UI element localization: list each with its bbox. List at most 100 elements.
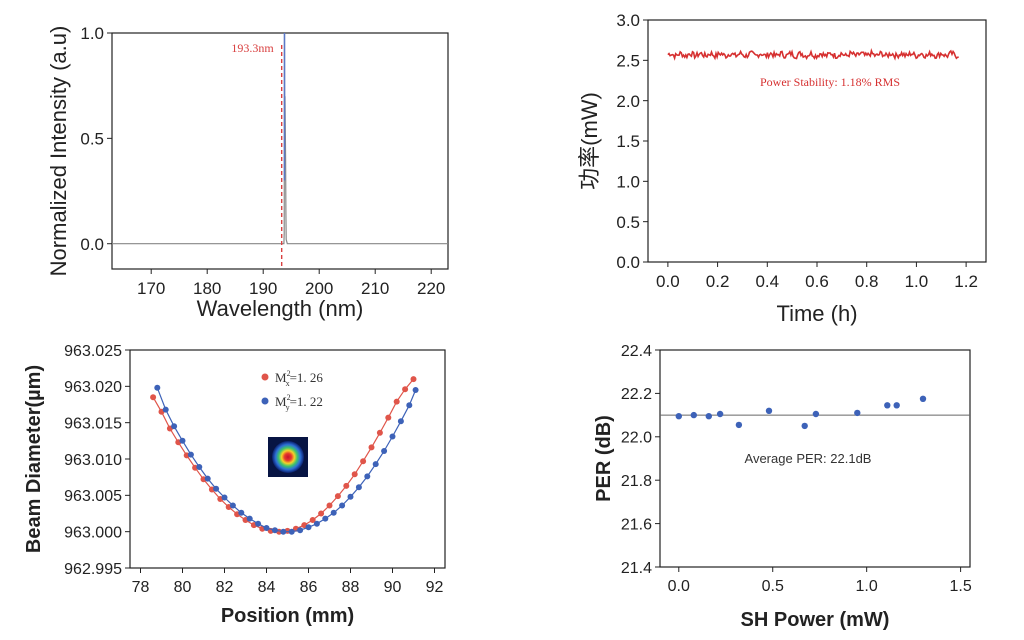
x-tick-label: 88: [342, 579, 360, 596]
plot-frame: [111, 32, 449, 270]
y-axis-label: 功率(mW): [577, 92, 602, 190]
per-data-point: [716, 410, 724, 418]
y-tick-label: 963.020: [64, 379, 122, 396]
beam-data-point: [213, 485, 220, 492]
x-tick-label: 200: [305, 279, 333, 298]
spectrum-chart: 170 180 190 200 210 220 0.0 0.5 1.0 Wavelength (n…: [46, 24, 449, 321]
beam-data-point: [238, 509, 245, 516]
beam-data-point: [229, 502, 236, 509]
x-tick-label: 0.2: [706, 272, 730, 291]
x-tick-label: 0.6: [805, 272, 829, 291]
beam-data-point: [339, 502, 346, 509]
y-tick-label: 0.0: [80, 235, 104, 254]
beam-data-point: [246, 515, 253, 522]
x-tick-label: 1.0: [856, 578, 878, 595]
beam-data-point: [402, 386, 409, 393]
power-trace: [667, 48, 959, 61]
per-data-point: [675, 413, 682, 420]
x-tick-label: 0.0: [656, 272, 680, 291]
beam-data-point: [322, 515, 329, 522]
y-tick-label: 22.4: [621, 343, 652, 360]
beam-data-point: [162, 406, 169, 413]
per-chart: 0.0 0.5 1.0 1.5 21.4 21.6 21.8 22.0 22.2 22.4 SH P…: [593, 343, 972, 631]
beam-data-point: [255, 520, 262, 527]
beam-data-point: [347, 493, 354, 500]
y-tick-label: 2.5: [616, 51, 640, 70]
beam-data-point: [288, 528, 295, 535]
y-tick-label: 0.5: [616, 213, 640, 232]
per-data-point: [854, 409, 861, 417]
beam-data-point: [313, 520, 320, 527]
beam-data-point: [318, 510, 325, 517]
x-tick-label: 190: [249, 279, 277, 298]
y-tick-label: 21.6: [621, 516, 652, 533]
beam-data-point: [204, 475, 211, 482]
x-tick-label: 80: [174, 579, 192, 596]
beam-data-point: [221, 494, 228, 501]
y-tick-label: 21.4: [621, 560, 652, 577]
x-axis-label: Wavelength (nm): [197, 296, 364, 321]
beam-data-point: [150, 394, 157, 401]
x-axis-label: Time (h): [776, 301, 857, 326]
x-tick-label: 90: [384, 579, 402, 596]
x-tick-label: 220: [417, 279, 445, 298]
x-tick-label: 0.0: [668, 578, 690, 595]
x-tick-label: 1.2: [954, 272, 978, 291]
x-axis-label: SH Power (mW): [741, 609, 890, 631]
x-tick-label: 78: [132, 579, 150, 596]
beam-data-point: [305, 524, 312, 531]
beam-data-point: [364, 473, 371, 480]
per-data-point: [893, 402, 900, 409]
beam-data-point: [196, 464, 203, 470]
beam-data-point: [385, 414, 392, 421]
x-tick-label: 86: [300, 579, 318, 596]
beam-data-point: [410, 376, 417, 383]
x-tick-label: 210: [361, 279, 389, 298]
beam-data-point: [280, 528, 287, 535]
per-data-point: [884, 402, 891, 409]
y-tick-label: 1.0: [616, 172, 640, 191]
beam-data-point: [397, 418, 404, 425]
y-tick-label: 962.995: [64, 561, 122, 578]
legend-marker: [261, 373, 269, 381]
beam-data-point: [389, 433, 396, 440]
y-tick-label: 963.000: [64, 524, 122, 541]
per-data-point: [690, 411, 697, 419]
y-tick-label: 963.025: [64, 343, 122, 360]
per-annotation: Average PER: 22.1dB: [745, 451, 872, 466]
y-tick-label: 22.2: [621, 386, 652, 403]
beam-data-point: [271, 527, 278, 534]
y-tick-label: 0.0: [616, 253, 640, 272]
y-tick-label: 963.015: [64, 415, 122, 432]
y-axis-label: Beam Diameter(µm): [23, 365, 45, 553]
beam-data-point: [187, 451, 194, 458]
x-tick-label: 1.5: [949, 578, 971, 595]
beam-data-point: [154, 384, 161, 391]
beam-data-point: [355, 484, 362, 491]
y-tick-label: 963.005: [64, 488, 122, 505]
beam-data-point: [297, 527, 304, 534]
beam-data-point: [406, 402, 413, 409]
y-tick-label: 22.0: [621, 430, 652, 447]
y-tick-label: 1.0: [80, 24, 104, 43]
stability-annotation: Power Stability: 1.18% RMS: [760, 75, 900, 89]
beam-data-point: [368, 444, 375, 451]
legend-marker: [261, 397, 269, 405]
beam-data-point: [309, 517, 316, 523]
beam-data-point: [326, 502, 333, 509]
beam-data-point: [412, 387, 419, 393]
y-axis-label: PER (dB): [593, 415, 615, 502]
per-data-point: [919, 395, 927, 402]
beam-profile-spot: [272, 441, 304, 473]
x-tick-label: 82: [216, 579, 234, 596]
beam-data-point: [263, 525, 270, 531]
y-tick-label: 3.0: [616, 11, 640, 30]
stability-chart: 0.0 0.2 0.4 0.6 0.8 1.0 1.2 0.0 0.5 1.0 1.5 2.0 2.5 3…: [577, 11, 987, 326]
x-tick-label: 84: [258, 579, 276, 596]
beam-data-point: [330, 509, 337, 516]
x-tick-label: 1.0: [905, 272, 929, 291]
per-data-point: [735, 421, 743, 429]
y-tick-label: 963.010: [64, 452, 122, 469]
y-tick-label: 21.8: [621, 473, 652, 490]
